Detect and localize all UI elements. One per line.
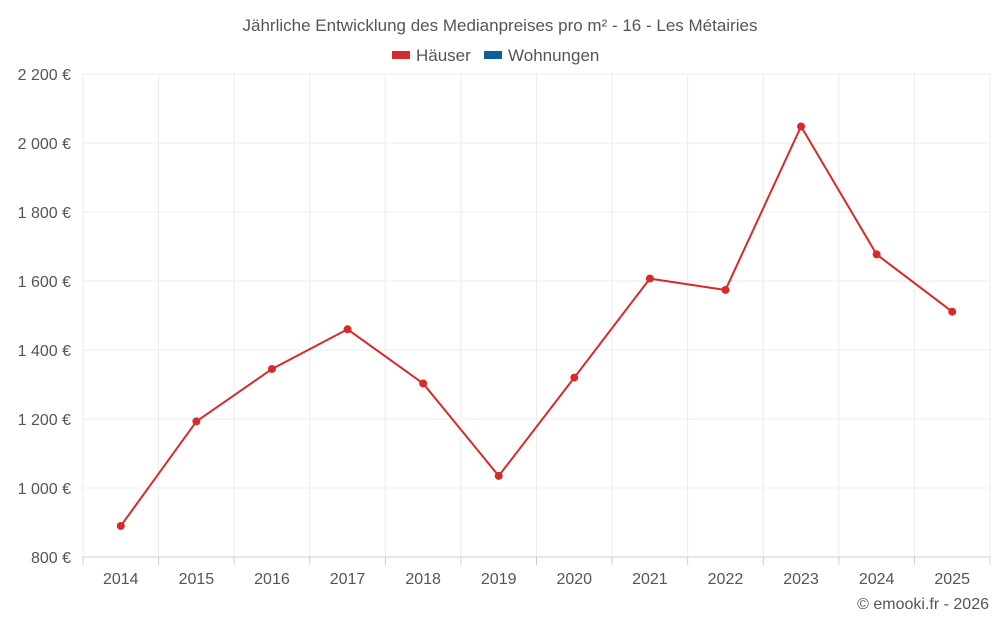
x-tick-label: 2021	[632, 571, 668, 588]
x-tick-label: 2016	[254, 571, 290, 588]
legend-swatch	[484, 51, 502, 59]
legend: Häuser Wohnungen	[392, 46, 599, 65]
data-point-2015	[192, 417, 201, 426]
legend-label: Wohnungen	[508, 46, 599, 65]
y-tick-label: 2 200 €	[18, 67, 71, 84]
x-tick-label: 2017	[330, 571, 366, 588]
data-point-2018	[419, 379, 428, 388]
data-point-2023	[797, 122, 806, 131]
y-tick-label: 1 600 €	[18, 274, 71, 291]
legend-item-wohnungen: Wohnungen	[484, 46, 599, 65]
y-tick-label: 2 000 €	[18, 136, 71, 153]
y-tick-label: 1 800 €	[18, 205, 71, 222]
y-tick-label: 1 000 €	[18, 481, 71, 498]
chart-title: Jährliche Entwicklung des Medianpreises …	[243, 16, 758, 35]
x-tick-label: 2024	[859, 571, 895, 588]
data-point-2017	[343, 325, 352, 334]
data-point-2014	[116, 521, 125, 530]
y-tick-label: 1 200 €	[18, 412, 71, 429]
legend-item-haeuser: Häuser	[392, 46, 471, 65]
x-tick-label: 2018	[405, 571, 441, 588]
credit-text: © emooki.fr - 2026	[857, 596, 989, 613]
x-tick-label: 2023	[783, 571, 819, 588]
data-point-2021	[645, 274, 654, 283]
grid	[82, 73, 991, 557]
data-point-2019	[494, 471, 503, 480]
legend-label: Häuser	[416, 46, 471, 65]
x-tick-label: 2014	[103, 571, 139, 588]
x-tick-label: 2019	[481, 571, 517, 588]
data-point-2024	[872, 250, 881, 259]
y-tick-label: 800 €	[31, 550, 71, 567]
data-point-2016	[267, 364, 276, 373]
series	[116, 122, 957, 530]
x-tick-label: 2015	[179, 571, 215, 588]
y-tick-label: 1 400 €	[18, 343, 71, 360]
x-tick-label: 2020	[556, 571, 592, 588]
axes: 800 € 1 000 € 1 200 € 1 400 € 1 600 € 1 800 €…	[18, 67, 991, 588]
x-tick-label: 2022	[708, 571, 744, 588]
series-line-haeuser	[119, 124, 953, 527]
x-tick-label: 2025	[934, 571, 970, 588]
data-point-2025	[948, 307, 957, 316]
legend-swatch	[392, 51, 410, 59]
data-point-2020	[570, 373, 579, 382]
data-point-2022	[721, 285, 730, 294]
